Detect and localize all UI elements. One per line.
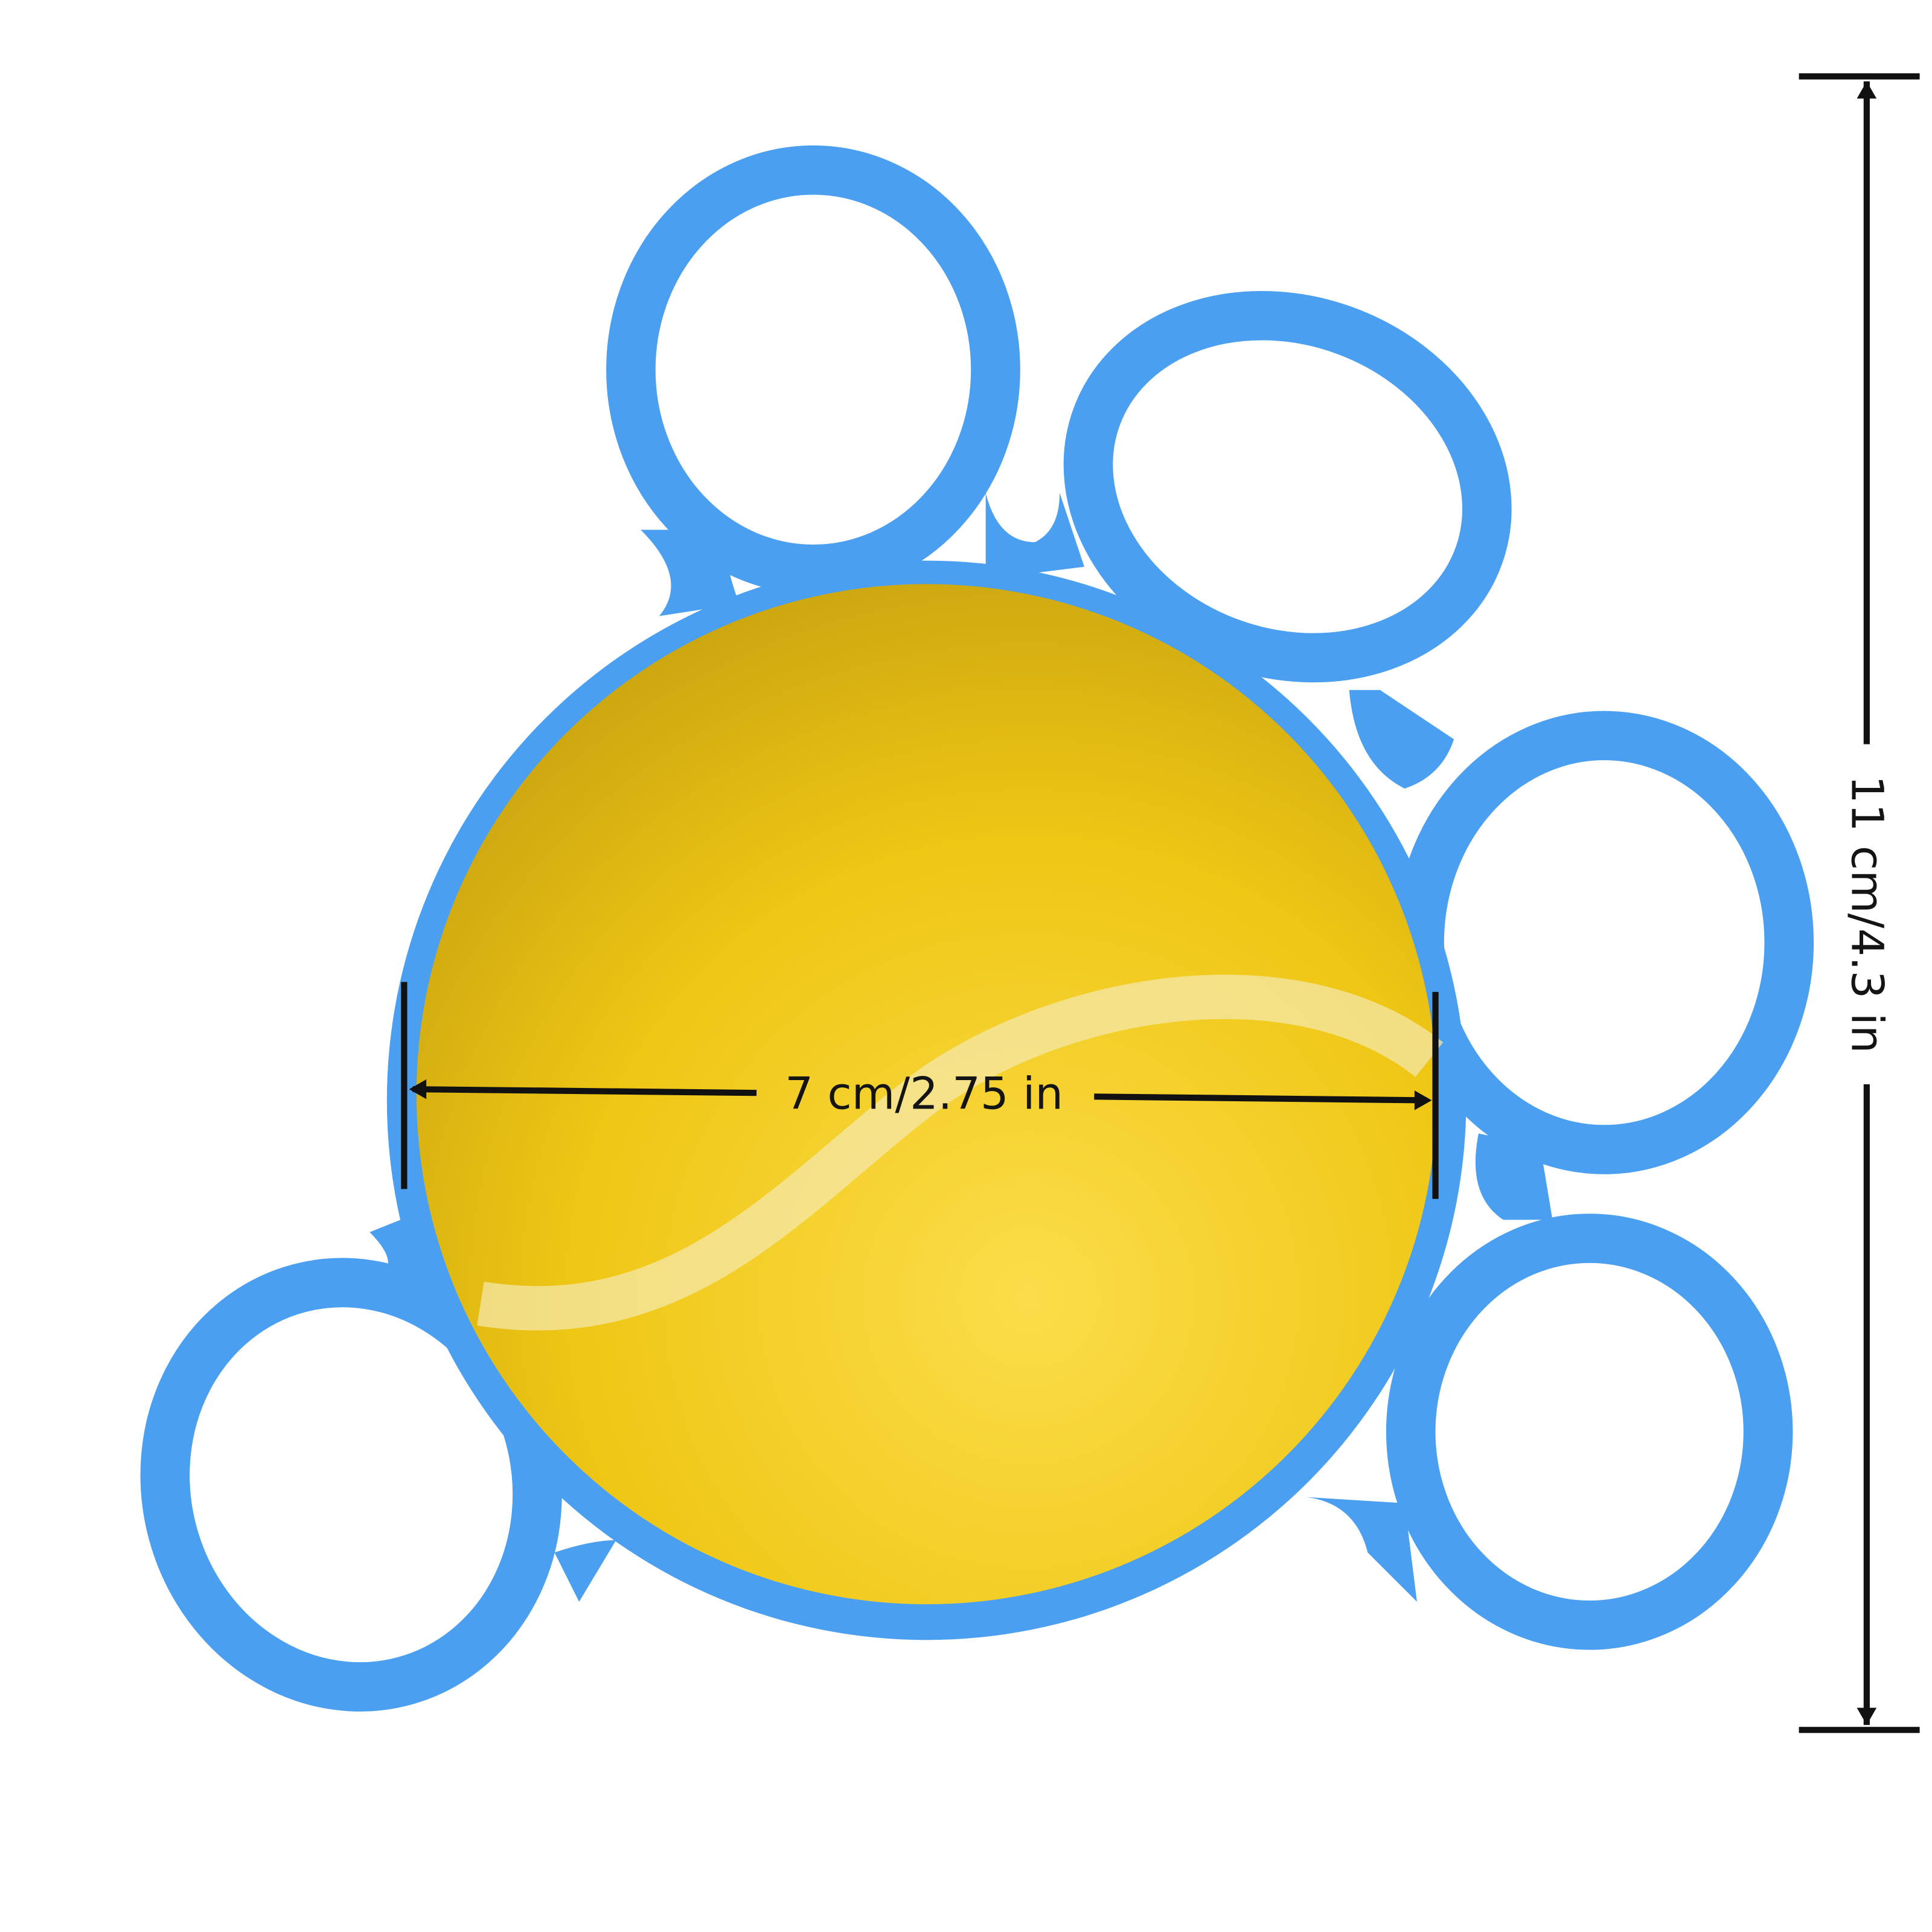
height-dimension	[1799, 73, 1920, 1733]
finger-ring-upper-right	[1063, 290, 1512, 683]
width-label: 7 cm/2.75 in	[785, 1069, 1063, 1120]
width-dimension	[401, 982, 1439, 1199]
arrow-down-icon	[1857, 1707, 1877, 1726]
arrow-left-icon	[409, 1079, 427, 1099]
arrow-up-icon	[1857, 81, 1877, 99]
finger-ring-right	[1395, 711, 1814, 1174]
finger-rings	[140, 145, 1814, 1712]
height-label: 11 cm/4.3 in	[1841, 775, 1892, 1054]
arrow-right-icon	[1414, 1090, 1432, 1110]
finger-ring-top	[606, 145, 1020, 594]
ball-seam	[477, 974, 1444, 1331]
finger-ring-lower-right	[1386, 1214, 1793, 1650]
